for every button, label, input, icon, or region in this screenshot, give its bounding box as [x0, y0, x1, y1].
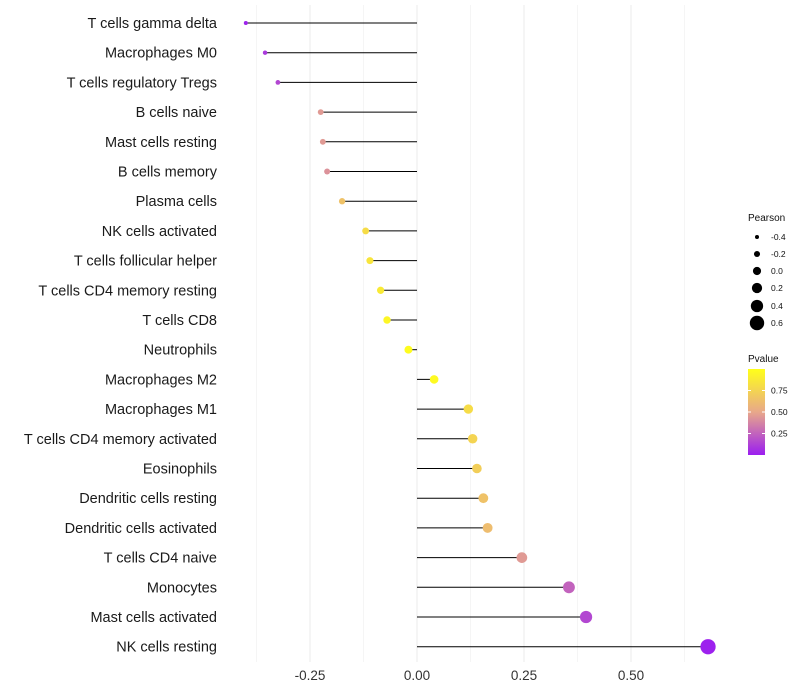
pearson-size-legend: Pearson -0.4 -0.2 0.0 0.2 0.4 0.6	[748, 213, 786, 331]
point	[478, 493, 489, 504]
point	[463, 404, 474, 414]
point	[429, 375, 439, 384]
category-label: T cells CD4 naive	[104, 551, 217, 567]
point	[262, 50, 268, 55]
size-legend-label: 0.4	[771, 301, 783, 311]
x-tick-label: 0.50	[618, 668, 644, 683]
category-label: Dendritic cells resting	[79, 491, 217, 507]
size-legend-key	[755, 235, 759, 239]
category-label: NK cells resting	[116, 640, 217, 656]
size-legend-key	[752, 266, 762, 276]
category-label: Neutrophils	[144, 343, 217, 359]
category-label: Plasma cells	[136, 194, 217, 210]
category-label: Macrophages M0	[105, 46, 217, 62]
colorbar-label: 0.25	[771, 429, 788, 439]
lollipop-points	[243, 21, 716, 655]
point	[472, 463, 482, 474]
size-legend-key	[753, 250, 761, 258]
size-legend-label: 0.6	[771, 318, 783, 328]
category-label: T cells gamma delta	[88, 16, 218, 32]
pvalue-legend-title: Pvalue	[748, 354, 779, 365]
point	[275, 80, 281, 85]
size-legend-label: -0.4	[771, 232, 786, 242]
category-label: NK cells activated	[102, 224, 217, 240]
size-legend-key	[749, 315, 765, 331]
category-label: Mast cells resting	[105, 135, 217, 151]
category-label: T cells regulatory Tregs	[67, 75, 217, 91]
category-label: T cells CD8	[142, 313, 217, 329]
size-legend-label: -0.2	[771, 249, 786, 259]
point	[362, 227, 370, 235]
point	[404, 345, 413, 354]
point	[319, 138, 326, 145]
point	[579, 610, 593, 624]
point	[338, 198, 346, 205]
point	[366, 257, 374, 265]
category-label: Dendritic cells activated	[65, 521, 217, 537]
category-label: T cells CD4 memory resting	[38, 283, 217, 299]
colorbar-label: 0.75	[771, 386, 788, 396]
category-label: Eosinophils	[143, 462, 217, 478]
point	[563, 581, 575, 594]
point	[243, 21, 248, 25]
point	[482, 522, 493, 533]
x-tick-label: 0.25	[511, 668, 537, 683]
point	[467, 434, 478, 444]
x-tick-label: 0.00	[404, 668, 430, 683]
colorbar-label: 0.50	[771, 407, 788, 417]
pearson-legend-title: Pearson	[748, 213, 785, 224]
x-tick-label: -0.25	[295, 668, 326, 683]
x-axis-ticks: -0.25 0.00 0.25 0.50	[295, 668, 645, 683]
category-label: Mast cells activated	[90, 610, 217, 626]
point	[383, 316, 391, 324]
category-label: T cells follicular helper	[74, 254, 217, 270]
size-legend-key	[750, 299, 764, 313]
pvalue-color-legend: Pvalue 0.75 0.50 0.25	[748, 354, 788, 455]
pvalue-colorbar	[748, 369, 765, 455]
point	[324, 168, 331, 175]
point	[376, 286, 385, 294]
category-label: B cells memory	[118, 165, 218, 181]
category-label: T cells CD4 memory activated	[24, 432, 217, 448]
size-legend-label: 0.0	[771, 266, 783, 276]
category-label: B cells naive	[136, 105, 217, 121]
point	[700, 639, 716, 655]
category-label: Macrophages M2	[105, 372, 217, 388]
size-legend-label: 0.2	[771, 283, 783, 293]
gridlines	[256, 5, 685, 662]
size-legend-key	[751, 282, 763, 294]
category-labels: T cells gamma delta Macrophages M0 T cells…	[24, 16, 218, 656]
point	[516, 552, 528, 563]
category-label: Monocytes	[147, 580, 217, 596]
point	[317, 109, 324, 116]
category-label: Macrophages M1	[105, 402, 217, 418]
lollipop-stems	[245, 22, 709, 648]
